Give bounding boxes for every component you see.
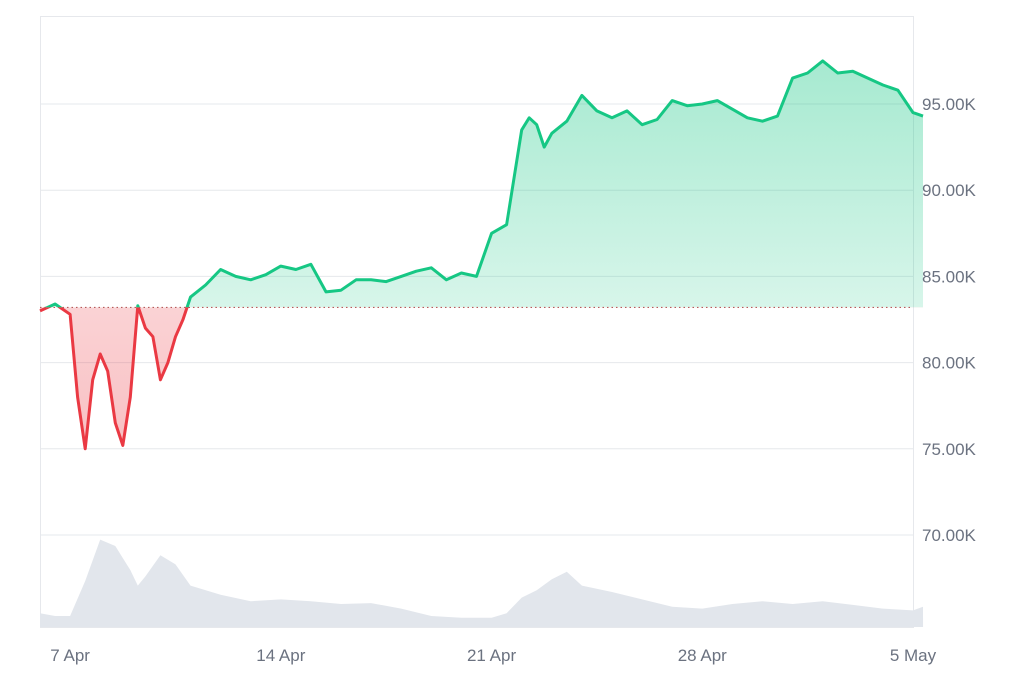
y-tick-label: 70.00K [922, 526, 977, 545]
plot-frame [40, 16, 914, 628]
volume-area [40, 539, 924, 627]
price-area [40, 60, 923, 449]
y-axis: 70.00K 75.00K 80.00K 85.00K 90.00K 95.00K [922, 95, 977, 545]
y-tick-label: 95.00K [922, 95, 977, 114]
area-above-baseline [40, 60, 923, 308]
y-tick-label: 85.00K [922, 267, 977, 286]
x-tick-label: 14 Apr [256, 646, 305, 665]
x-axis: 7 Apr 14 Apr 21 Apr 28 Apr 5 May [50, 646, 936, 665]
price-line-down [39, 307, 189, 451]
x-tick-label: 21 Apr [467, 646, 516, 665]
area-below-baseline [40, 307, 188, 449]
x-tick-label: 7 Apr [50, 646, 90, 665]
x-tick-label: 28 Apr [678, 646, 727, 665]
y-tick-label: 80.00K [922, 354, 977, 373]
x-tick-label: 5 May [890, 646, 937, 665]
price-line-up [43, 59, 924, 308]
price-line [39, 59, 924, 451]
y-tick-label: 75.00K [922, 440, 977, 459]
y-tick-label: 90.00K [922, 181, 977, 200]
volume-shape [40, 539, 924, 627]
